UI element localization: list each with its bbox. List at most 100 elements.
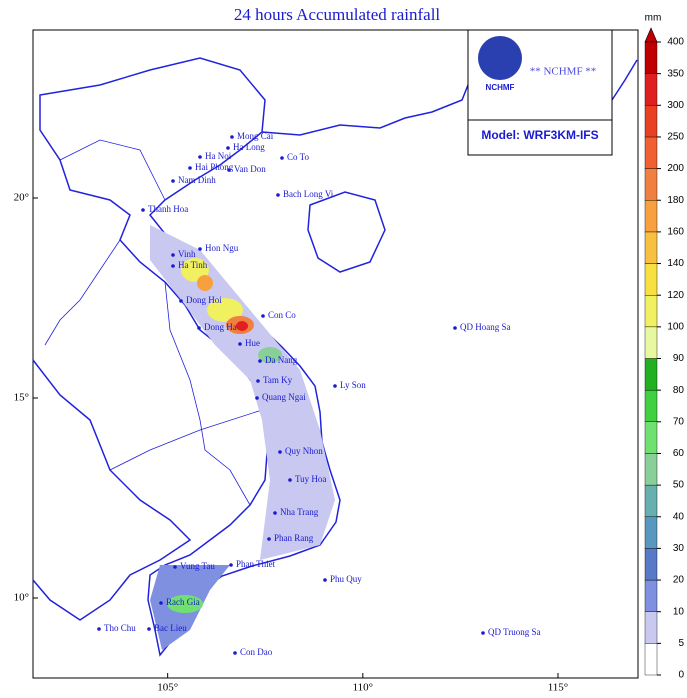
x-tick-label: 105°: [157, 682, 178, 693]
colorbar-bin: [644, 579, 658, 612]
place-label: Phu Quy: [330, 574, 362, 584]
place-dot: [280, 156, 284, 160]
place-dot: [227, 168, 231, 172]
place-dot: [197, 326, 201, 330]
place-label: Quang Ngai: [262, 392, 306, 402]
colorbar-bin: [644, 105, 658, 138]
place-label: Quy Nhon: [285, 446, 323, 456]
place-label: Phan Thiet: [236, 559, 276, 569]
colorbar-label: 180: [667, 195, 684, 206]
colorbar-bin: [644, 358, 658, 391]
borders: [44, 139, 263, 506]
place-dot: [171, 253, 175, 257]
place-label: Bac Lieu: [154, 623, 187, 633]
place-label: Vung Tau: [180, 561, 215, 571]
place-label: Hon Ngu: [205, 243, 239, 253]
place-dot: [288, 478, 292, 482]
x-tick-label: 115°: [548, 682, 569, 693]
place-dot: [256, 379, 260, 383]
place-label: Con Dao: [240, 647, 273, 657]
place-dot: [171, 179, 175, 183]
place-label: Van Don: [234, 164, 266, 174]
colorbar-label: 50: [673, 480, 685, 491]
colorbar-bin: [644, 611, 658, 644]
place-dot: [159, 601, 163, 605]
colorbar-label: 10: [673, 606, 685, 617]
colorbar-bin: [644, 421, 658, 454]
colorbar-label: 30: [673, 543, 685, 554]
place-label: Hai Phong: [195, 162, 234, 172]
colorbar-label: 200: [667, 163, 684, 174]
logo-emblem: [478, 36, 522, 80]
logo-banner: ** NCHMF **: [530, 66, 597, 78]
colorbar-label: 20: [673, 575, 685, 586]
place-dot: [323, 578, 327, 582]
place-label: QD Truong Sa: [488, 627, 541, 637]
place-label: Ha Long: [233, 142, 265, 152]
place-dot: [233, 651, 237, 655]
place-dot: [198, 247, 202, 251]
place-dot: [188, 166, 192, 170]
place-label: Tam Ky: [263, 375, 293, 385]
colorbar-bin: [644, 73, 658, 106]
place-label: Dong Ha: [204, 322, 237, 332]
colorbar-bin: [644, 263, 658, 296]
logo-name: NCHMF: [486, 83, 515, 92]
colorbar-arrow: [644, 27, 658, 43]
place-label: Phan Rang: [274, 533, 314, 543]
place-label: Tho Chu: [104, 623, 136, 633]
place-label: Ly Son: [340, 380, 366, 390]
place-label: Ha Noi: [205, 151, 232, 161]
place-dot: [226, 146, 230, 150]
place-dot: [267, 537, 271, 541]
colorbar-bin: [644, 389, 658, 422]
place-label: Nam Dinh: [178, 175, 216, 185]
y-tick-label: 15°: [14, 392, 29, 404]
colorbar-label: 250: [667, 132, 684, 143]
colorbar-label: 5: [678, 638, 684, 649]
colorbar-bin: [644, 643, 658, 676]
place-dot: [198, 155, 202, 159]
place-dot: [276, 193, 280, 197]
colorbar-label: 350: [667, 68, 684, 79]
x-tick-label: 110°: [353, 682, 374, 693]
place-label: Bach Long Vi: [283, 189, 334, 199]
place-dot: [171, 264, 175, 268]
place-dot: [333, 384, 337, 388]
place-dot: [173, 565, 177, 569]
colorbar-bin: [644, 295, 658, 328]
place-label: Da Nang: [265, 355, 298, 365]
colorbar-label: 300: [667, 100, 684, 111]
colorbar-bin: [644, 326, 658, 359]
colorbar-bin: [644, 200, 658, 233]
model-label: Model: WRF3KM-IFS: [481, 128, 598, 142]
place-dot: [258, 359, 262, 363]
colorbar-label: 60: [673, 448, 685, 459]
place-label: Mong Cai: [237, 131, 274, 141]
colorbar-bin: [644, 548, 658, 581]
place-dot: [273, 511, 277, 515]
colorbar-unit: mm: [645, 13, 662, 24]
place-dot: [453, 326, 457, 330]
place-label: Vinh: [178, 249, 196, 259]
y-tick-label: 10°: [14, 592, 29, 604]
colorbar-bin: [644, 484, 658, 517]
place-label: Hue: [245, 338, 260, 348]
rainfall: [150, 225, 335, 650]
place-dot: [481, 631, 485, 635]
place-label: Dong Hoi: [186, 295, 222, 305]
colorbar-label: 140: [667, 258, 684, 269]
place-label: Con Co: [268, 310, 296, 320]
place-dot: [141, 208, 145, 212]
place-dot: [278, 450, 282, 454]
colorbar-bin: [644, 136, 658, 169]
colorbar-label: 0: [678, 670, 684, 681]
place-label: Tuy Hoa: [295, 474, 326, 484]
colorbar-label: 400: [667, 37, 684, 48]
place-dot: [255, 396, 259, 400]
place-label: QD Hoang Sa: [460, 322, 511, 332]
place-label: Co To: [287, 152, 309, 162]
colorbar-label: 120: [667, 290, 684, 301]
title: 24 hours Accumulated rainfall: [234, 5, 441, 24]
